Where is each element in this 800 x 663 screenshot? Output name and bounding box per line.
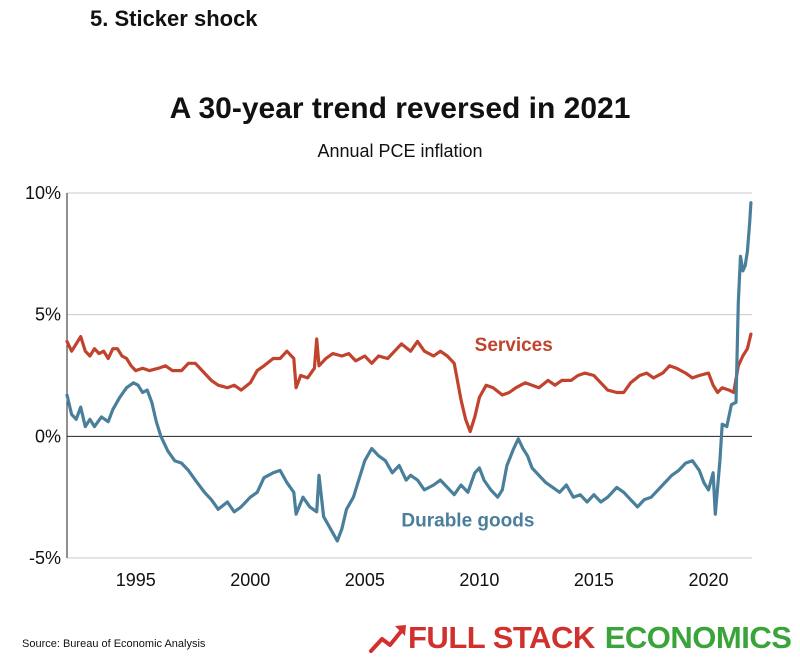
annotation-layer: Services Durable goods — [401, 335, 552, 531]
x-tick-label: 2020 — [688, 570, 728, 590]
rising-arrow-chart-icon — [369, 625, 406, 653]
x-tick-label: 2015 — [574, 570, 614, 590]
grid-layer — [67, 192, 752, 559]
section-heading: 5. Sticker shock — [90, 6, 258, 31]
logo-text-secondary: ECONOMICS — [604, 620, 792, 655]
series-line-durable-goods — [65, 201, 753, 543]
series-label-services: Services — [475, 335, 553, 356]
series-layer — [65, 201, 753, 543]
x-tick-label: 2005 — [345, 570, 385, 590]
brand-logo: FULL STACK ECONOMICS — [368, 620, 792, 656]
x-tick-label: 1995 — [116, 570, 156, 590]
y-tick-label: 5% — [35, 305, 61, 325]
source-note: Source: Bureau of Economic Analysis — [22, 638, 206, 650]
series-line-services — [65, 332, 753, 434]
chart-subtitle: Annual PCE inflation — [317, 141, 483, 161]
y-tick-label: 10% — [25, 183, 61, 203]
chart-title: A 30-year trend reversed in 2021 — [169, 92, 631, 125]
series-label-durable-goods: Durable goods — [401, 510, 534, 531]
x-tick-label: 2000 — [230, 570, 270, 590]
y-tick-label: 0% — [35, 426, 61, 446]
axis-layer: 10% 5% 0% -5% 1995 2000 2005 2010 2015 2020 — [25, 183, 729, 590]
x-tick-label: 2010 — [459, 570, 499, 590]
y-tick-label: -5% — [29, 548, 61, 568]
logo-text-primary: FULL STACK — [408, 620, 595, 655]
